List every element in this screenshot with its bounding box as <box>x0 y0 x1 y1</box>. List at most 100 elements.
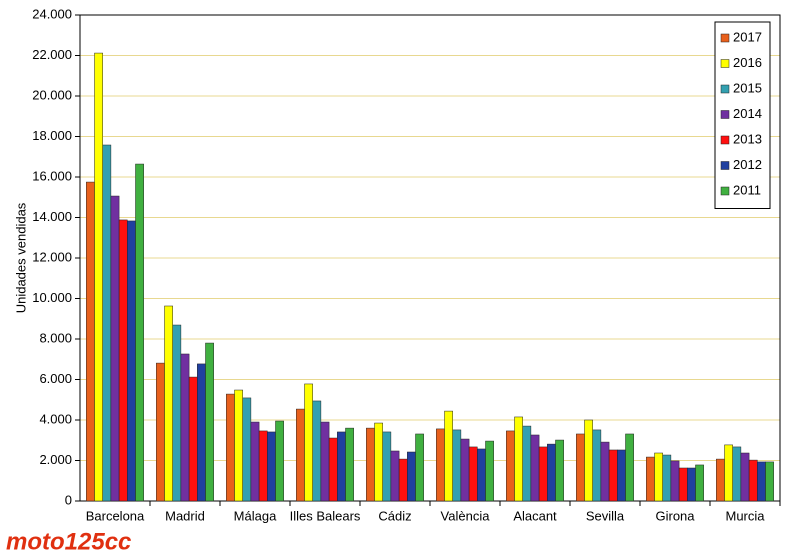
x-tick-label: València <box>441 508 491 523</box>
y-tick-label: 8.000 <box>39 330 72 345</box>
bar <box>86 181 95 502</box>
bar <box>514 416 523 502</box>
x-tick-label: Murcia <box>725 508 765 523</box>
bar <box>110 195 120 502</box>
bar <box>156 362 165 502</box>
bar <box>555 439 564 502</box>
legend-swatch <box>720 135 730 145</box>
bar <box>436 428 445 502</box>
x-tick-label: Málaga <box>234 508 277 523</box>
legend-label: 2017 <box>733 29 762 44</box>
bar <box>234 389 243 502</box>
y-tick-label: 16.000 <box>32 168 72 183</box>
bar <box>267 431 276 502</box>
bar <box>337 431 346 502</box>
bar <box>452 429 462 502</box>
bar <box>576 433 585 502</box>
x-tick-label: Cádiz <box>378 508 411 523</box>
bar <box>118 219 128 502</box>
legend-label: 2015 <box>733 80 762 95</box>
bar <box>485 440 494 502</box>
bar <box>320 421 330 502</box>
y-tick-label: 10.000 <box>32 290 72 305</box>
y-tick-label: 6.000 <box>39 371 72 386</box>
bar <box>654 452 663 502</box>
bar <box>765 461 774 502</box>
bar <box>477 448 486 502</box>
x-tick-label: Alacant <box>513 508 557 523</box>
bar <box>522 425 532 502</box>
y-tick-label: 0 <box>65 492 72 507</box>
y-tick-label: 22.000 <box>32 47 72 62</box>
legend-swatch <box>720 110 730 119</box>
bar <box>366 427 375 502</box>
bar <box>172 324 182 502</box>
legend-swatch <box>720 59 730 68</box>
bar <box>687 467 696 502</box>
bar <box>94 52 103 502</box>
bar <box>506 430 515 502</box>
bar <box>444 410 453 502</box>
bar <box>748 459 758 502</box>
bar <box>678 467 688 502</box>
bar <box>670 460 680 502</box>
bar <box>415 433 424 502</box>
legend-label: 2016 <box>733 55 762 70</box>
bar <box>724 444 733 502</box>
legend-label: 2012 <box>733 157 762 172</box>
bar <box>468 446 478 502</box>
y-tick-label: 4.000 <box>39 411 72 426</box>
bar <box>592 429 602 502</box>
bar <box>547 443 556 502</box>
y-axis-label: Unidades vendidas <box>13 202 28 313</box>
bar <box>102 144 112 502</box>
bar <box>296 408 305 502</box>
y-tick-label: 2.000 <box>39 452 72 467</box>
bar <box>530 434 540 502</box>
bar <box>312 400 322 502</box>
y-tick-label: 20.000 <box>32 87 72 102</box>
bar <box>600 441 610 502</box>
bar <box>226 393 235 502</box>
bar <box>732 446 742 502</box>
legend-swatch <box>720 33 730 43</box>
bar <box>716 458 725 502</box>
y-tick-label: 18.000 <box>32 128 72 143</box>
y-tick-label: 24.000 <box>32 6 72 21</box>
bar <box>242 397 252 502</box>
bar <box>695 464 704 502</box>
bar <box>646 456 655 502</box>
bar <box>127 220 136 502</box>
x-tick-label: Girona <box>655 508 695 523</box>
bar <box>250 421 260 502</box>
bar <box>625 433 634 502</box>
bar <box>617 449 626 502</box>
x-tick-label: Sevilla <box>586 508 625 523</box>
y-tick-label: 14.000 <box>32 209 72 224</box>
legend-label: 2011 <box>733 182 761 197</box>
y-tick-label: 12.000 <box>32 249 72 264</box>
bar <box>398 458 408 502</box>
bar <box>538 446 548 502</box>
bar <box>407 451 416 502</box>
bar <box>188 376 198 502</box>
x-tick-label: Madrid <box>165 508 205 523</box>
bar <box>180 353 190 502</box>
bar <box>205 342 214 502</box>
legend-label: 2013 <box>733 131 762 146</box>
watermark: moto125cc <box>6 528 131 555</box>
legend-swatch <box>720 186 730 196</box>
bar <box>390 450 400 502</box>
legend-swatch <box>720 161 730 170</box>
bar <box>258 430 268 502</box>
bar <box>374 422 383 502</box>
bar <box>135 163 144 502</box>
x-tick-label: Illes Balears <box>290 508 361 523</box>
bar <box>164 305 173 502</box>
x-tick-label: Barcelona <box>86 508 145 523</box>
bar <box>662 454 672 502</box>
bar <box>757 461 766 502</box>
bar <box>608 449 618 502</box>
bar <box>197 363 206 502</box>
